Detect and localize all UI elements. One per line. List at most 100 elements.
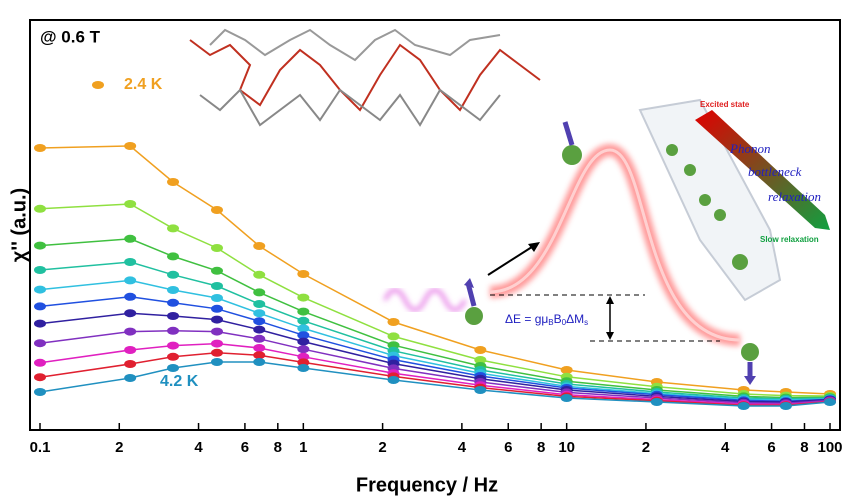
formula-part: ΔE = gμ bbox=[505, 312, 548, 326]
data-point bbox=[297, 331, 310, 340]
data-point bbox=[34, 302, 46, 311]
data-point bbox=[297, 364, 310, 372]
data-point bbox=[297, 345, 310, 354]
data-point bbox=[167, 312, 180, 320]
formula-part: B bbox=[548, 318, 553, 327]
data-point bbox=[34, 241, 46, 250]
data-point bbox=[34, 388, 46, 396]
data-point bbox=[167, 252, 180, 261]
data-point bbox=[167, 178, 180, 186]
data-point bbox=[253, 242, 266, 250]
data-point bbox=[297, 270, 310, 278]
data-point bbox=[474, 346, 487, 354]
data-point bbox=[124, 234, 137, 243]
data-point bbox=[253, 317, 266, 326]
annotation: Excited state bbox=[700, 100, 750, 109]
data-point bbox=[210, 244, 223, 252]
data-point bbox=[210, 348, 223, 357]
data-point bbox=[124, 374, 137, 382]
data-point bbox=[34, 373, 46, 382]
annotation: bottleneck bbox=[748, 164, 802, 179]
data-point bbox=[34, 204, 46, 213]
data-point bbox=[253, 300, 266, 308]
data-point bbox=[297, 358, 310, 367]
data-point bbox=[34, 266, 46, 274]
data-point bbox=[253, 351, 266, 360]
plot-frame bbox=[29, 19, 841, 431]
data-point bbox=[297, 316, 310, 325]
data-point bbox=[253, 358, 266, 366]
data-point bbox=[34, 339, 46, 348]
data-point bbox=[167, 298, 180, 307]
data-point bbox=[297, 324, 310, 333]
x-tick-label: 8 bbox=[537, 439, 545, 456]
x-tick-label: 6 bbox=[767, 439, 775, 456]
x-tick-label: 8 bbox=[800, 439, 808, 456]
x-tick-label: 4 bbox=[194, 439, 203, 456]
x-tick-label: 6 bbox=[504, 439, 512, 456]
x-tick-label: 4 bbox=[721, 439, 730, 456]
x-tick-label: 0.1 bbox=[30, 439, 51, 456]
data-point bbox=[253, 270, 266, 279]
data-point bbox=[124, 142, 137, 150]
annotation: relaxation bbox=[768, 189, 821, 204]
x-tick-label: 100 bbox=[817, 439, 842, 456]
annotation: Slow relaxation bbox=[760, 235, 819, 244]
series-line bbox=[39, 312, 831, 403]
data-point bbox=[34, 358, 46, 367]
x-tick-label: 10 bbox=[558, 439, 575, 456]
x-tick-label: 6 bbox=[241, 439, 249, 456]
data-point bbox=[737, 402, 750, 410]
data-point bbox=[124, 346, 137, 354]
data-point bbox=[210, 266, 223, 275]
legend-label: 2.4 K bbox=[124, 76, 163, 93]
data-point bbox=[779, 402, 792, 410]
data-point bbox=[34, 285, 46, 294]
data-point bbox=[34, 319, 46, 328]
data-point bbox=[297, 293, 310, 302]
data-point bbox=[253, 334, 266, 343]
annotation: Phonon bbox=[729, 141, 770, 156]
data-point bbox=[474, 386, 487, 394]
data-point bbox=[210, 206, 223, 214]
data-point bbox=[387, 341, 400, 350]
legend-label: 4.2 K bbox=[160, 373, 199, 390]
x-tick-label: 8 bbox=[274, 439, 282, 456]
data-point bbox=[253, 288, 266, 297]
data-point bbox=[124, 292, 137, 301]
data-point bbox=[124, 327, 137, 336]
data-point bbox=[167, 341, 180, 350]
data-point bbox=[167, 364, 180, 372]
data-point bbox=[210, 304, 223, 313]
data-point bbox=[167, 352, 180, 361]
data-point bbox=[253, 309, 266, 318]
data-point bbox=[560, 366, 573, 374]
formula-part: 0 bbox=[562, 318, 567, 327]
data-point bbox=[167, 224, 180, 233]
x-axis-label: Frequency / Hz bbox=[356, 474, 498, 496]
data-point bbox=[297, 337, 310, 346]
data-point bbox=[650, 398, 663, 406]
data-point bbox=[210, 315, 223, 324]
x-tick-label: 4 bbox=[458, 439, 467, 456]
data-point bbox=[124, 200, 137, 208]
data-point bbox=[387, 376, 400, 384]
data-point bbox=[124, 309, 137, 318]
formula-part: ΔM bbox=[566, 312, 584, 326]
data-point bbox=[167, 270, 180, 279]
data-point bbox=[34, 144, 46, 152]
x-tick-label: 2 bbox=[642, 439, 650, 456]
series-line bbox=[39, 238, 831, 399]
data-point bbox=[560, 394, 573, 402]
formula-part: s bbox=[584, 318, 588, 327]
data-point bbox=[167, 286, 180, 294]
data-point bbox=[253, 325, 266, 334]
data-point bbox=[210, 358, 223, 366]
data-point bbox=[297, 352, 310, 361]
data-point bbox=[124, 360, 137, 368]
data-point bbox=[210, 282, 223, 290]
x-tick-label: 2 bbox=[115, 439, 123, 456]
data-point bbox=[387, 318, 400, 326]
x-tick-label: 1 bbox=[299, 439, 307, 456]
